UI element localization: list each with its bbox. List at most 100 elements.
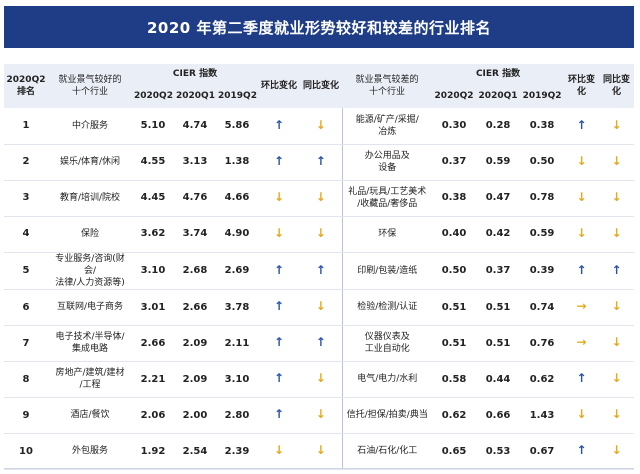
good-2020q2-value: 4.45 [132, 180, 174, 217]
table-row: 1 中介服务 5.10 4.74 5.86 ↑ ↓ 能源/矿产/采掘/ 冶炼 0.30 0.28 0… [4, 108, 635, 145]
bad-2020q1-value: 0.37 [476, 252, 521, 290]
good-2020q1-value: 3.74 [174, 216, 216, 253]
bad-industry-name: 信托/担保/拍卖/典当 [341, 397, 433, 434]
good-yoy-arrow-cell: ↓ [300, 180, 343, 217]
bad-2020q2-value: 0.51 [432, 289, 477, 326]
bad-industry-name: 石油/石化/化工 [341, 433, 433, 470]
good-qoq-arrow-cell: ↑ [258, 144, 301, 181]
rank-cell: 3 [4, 180, 48, 217]
bad-industry-name: 仪器仪表及 工业自动化 [341, 325, 433, 362]
header-bad-industry: 就业景气较差的 十个行业 [342, 64, 433, 108]
bad-2020q1-value: 0.53 [476, 433, 521, 470]
table-row: 8 房地产/建筑/建材 /工程 2.21 2.09 3.10 ↑ ↓ 电气/电力/水利 0.58… [4, 361, 635, 398]
bad-2020q1-value: 0.59 [476, 144, 521, 181]
good-yoy-arrow-cell: ↓ [300, 361, 343, 398]
table-row: 7 电子技术/半导体/ 集成电路 2.66 2.09 2.11 ↑ ↑ 仪器仪表及 工业自动化… [4, 325, 635, 362]
bad-qoq-arrow-cell: ↓ [564, 180, 600, 217]
good-2020q1-value: 2.09 [174, 361, 216, 398]
arrow-down-icon: ↓ [274, 443, 285, 458]
arrow-down-icon: ↓ [315, 407, 326, 422]
header-cier-index-bad: CIER 指数 [432, 64, 565, 84]
rank-cell: 5 [4, 252, 48, 290]
bad-2020q1-value: 0.66 [476, 397, 521, 434]
good-2020q1-value: 3.13 [174, 144, 216, 181]
good-2020q1-value: 2.66 [174, 289, 216, 326]
arrow-up-icon: ↑ [274, 407, 285, 422]
arrow-down-icon: ↓ [315, 443, 326, 458]
bad-2020q1-value: 0.42 [476, 216, 521, 253]
bad-qoq-arrow-cell: → [564, 325, 600, 362]
good-2019q2-value: 3.78 [216, 289, 259, 326]
good-2019q2-value: 2.69 [216, 252, 259, 290]
good-qoq-arrow-cell: ↑ [258, 397, 301, 434]
good-industry-name: 电子技术/半导体/ 集成电路 [48, 325, 132, 362]
bad-2019q2-value: 0.78 [520, 180, 565, 217]
bad-2019q2-value: 0.59 [520, 216, 565, 253]
good-2019q2-value: 5.86 [216, 108, 259, 145]
arrow-down-icon: ↓ [576, 225, 587, 240]
bad-2020q2-value: 0.51 [432, 325, 477, 362]
bad-industry-name: 印刷/包装/造纸 [341, 252, 433, 290]
header-yoy-bad: 同比变化 [599, 64, 635, 108]
good-2020q1-value: 4.74 [174, 108, 216, 145]
rank-cell: 7 [4, 325, 48, 362]
arrow-down-icon: ↓ [611, 407, 622, 422]
good-yoy-arrow-cell: ↓ [300, 433, 343, 470]
header-yoy-good: 同比变化 [300, 64, 343, 108]
good-2019q2-value: 2.39 [216, 433, 259, 470]
good-2020q2-value: 2.06 [132, 397, 174, 434]
arrow-down-icon: ↓ [315, 117, 326, 132]
industry-ranking-table: 2020Q2 排名 就业景气较好的 十个行业 CIER 指数 环比变化 同比变化… [4, 64, 635, 470]
bad-2020q1-value: 0.51 [476, 289, 521, 326]
arrow-up-icon: ↑ [315, 335, 326, 350]
rank-cell: 10 [4, 433, 48, 470]
bad-yoy-arrow-cell: ↓ [599, 180, 635, 217]
table-row: 3 教育/培训/院校 4.45 4.76 4.66 ↓ ↓ 礼品/玩具/工艺美术 /收藏品/奢… [4, 180, 635, 217]
good-qoq-arrow-cell: ↓ [258, 180, 301, 217]
bad-2020q2-value: 0.58 [432, 361, 477, 398]
bad-yoy-arrow-cell: ↓ [599, 397, 635, 434]
good-industry-name: 保险 [48, 216, 132, 253]
bad-qoq-arrow-cell: ↑ [564, 252, 600, 290]
bad-2019q2-value: 1.43 [520, 397, 565, 434]
header-qoq-good: 环比变化 [258, 64, 301, 108]
rank-cell: 4 [4, 216, 48, 253]
arrow-up-icon: ↑ [576, 371, 587, 386]
bad-2019q2-value: 0.67 [520, 433, 565, 470]
arrow-down-icon: ↓ [576, 153, 587, 168]
table-row: 2 娱乐/体育/休闲 4.55 3.13 1.38 ↑ ↑ 办公用品及 设备 0.37 0.59 0… [4, 144, 635, 181]
good-yoy-arrow-cell: ↓ [300, 289, 343, 326]
good-industry-name: 房地产/建筑/建材 /工程 [48, 361, 132, 398]
good-2019q2-value: 4.66 [216, 180, 259, 217]
header-good-industry: 就业景气较好的 十个行业 [48, 64, 132, 108]
bad-yoy-arrow-cell: ↑ [599, 252, 635, 290]
bad-yoy-arrow-cell: ↓ [599, 325, 635, 362]
bad-yoy-arrow-cell: ↓ [599, 108, 635, 145]
good-yoy-arrow-cell: ↑ [300, 252, 343, 290]
good-qoq-arrow-cell: ↑ [258, 252, 301, 290]
bad-qoq-arrow-cell: ↑ [564, 433, 600, 470]
good-2019q2-value: 4.90 [216, 216, 259, 253]
good-industry-name: 外包服务 [48, 433, 132, 470]
rank-cell: 8 [4, 361, 48, 398]
good-yoy-arrow-cell: ↑ [300, 144, 343, 181]
bad-2020q2-value: 0.50 [432, 252, 477, 290]
good-industry-name: 教育/培训/院校 [48, 180, 132, 217]
bad-yoy-arrow-cell: ↓ [599, 289, 635, 326]
good-2020q2-value: 2.66 [132, 325, 174, 362]
table-row: 9 酒店/餐饮 2.06 2.00 2.80 ↑ ↓ 信托/担保/拍卖/典当 0.62 0.66 1… [4, 397, 635, 434]
arrow-down-icon: ↓ [315, 225, 326, 240]
arrow-up-icon: ↑ [274, 262, 285, 277]
bad-qoq-arrow-cell: ↓ [564, 216, 600, 253]
bad-2019q2-value: 0.62 [520, 361, 565, 398]
good-industry-name: 酒店/餐饮 [48, 397, 132, 434]
bad-2020q2-value: 0.38 [432, 180, 477, 217]
rank-cell: 1 [4, 108, 48, 145]
bad-industry-name: 电气/电力/水利 [341, 361, 433, 398]
bad-2020q2-value: 0.40 [432, 216, 477, 253]
header-2020q1-good: 2020Q1 [174, 84, 216, 108]
good-industry-name: 互联网/电子商务 [48, 289, 132, 326]
arrow-down-icon: ↓ [611, 335, 622, 350]
bad-industry-name: 能源/矿产/采掘/ 冶炼 [341, 108, 433, 145]
good-qoq-arrow-cell: ↑ [258, 108, 301, 145]
